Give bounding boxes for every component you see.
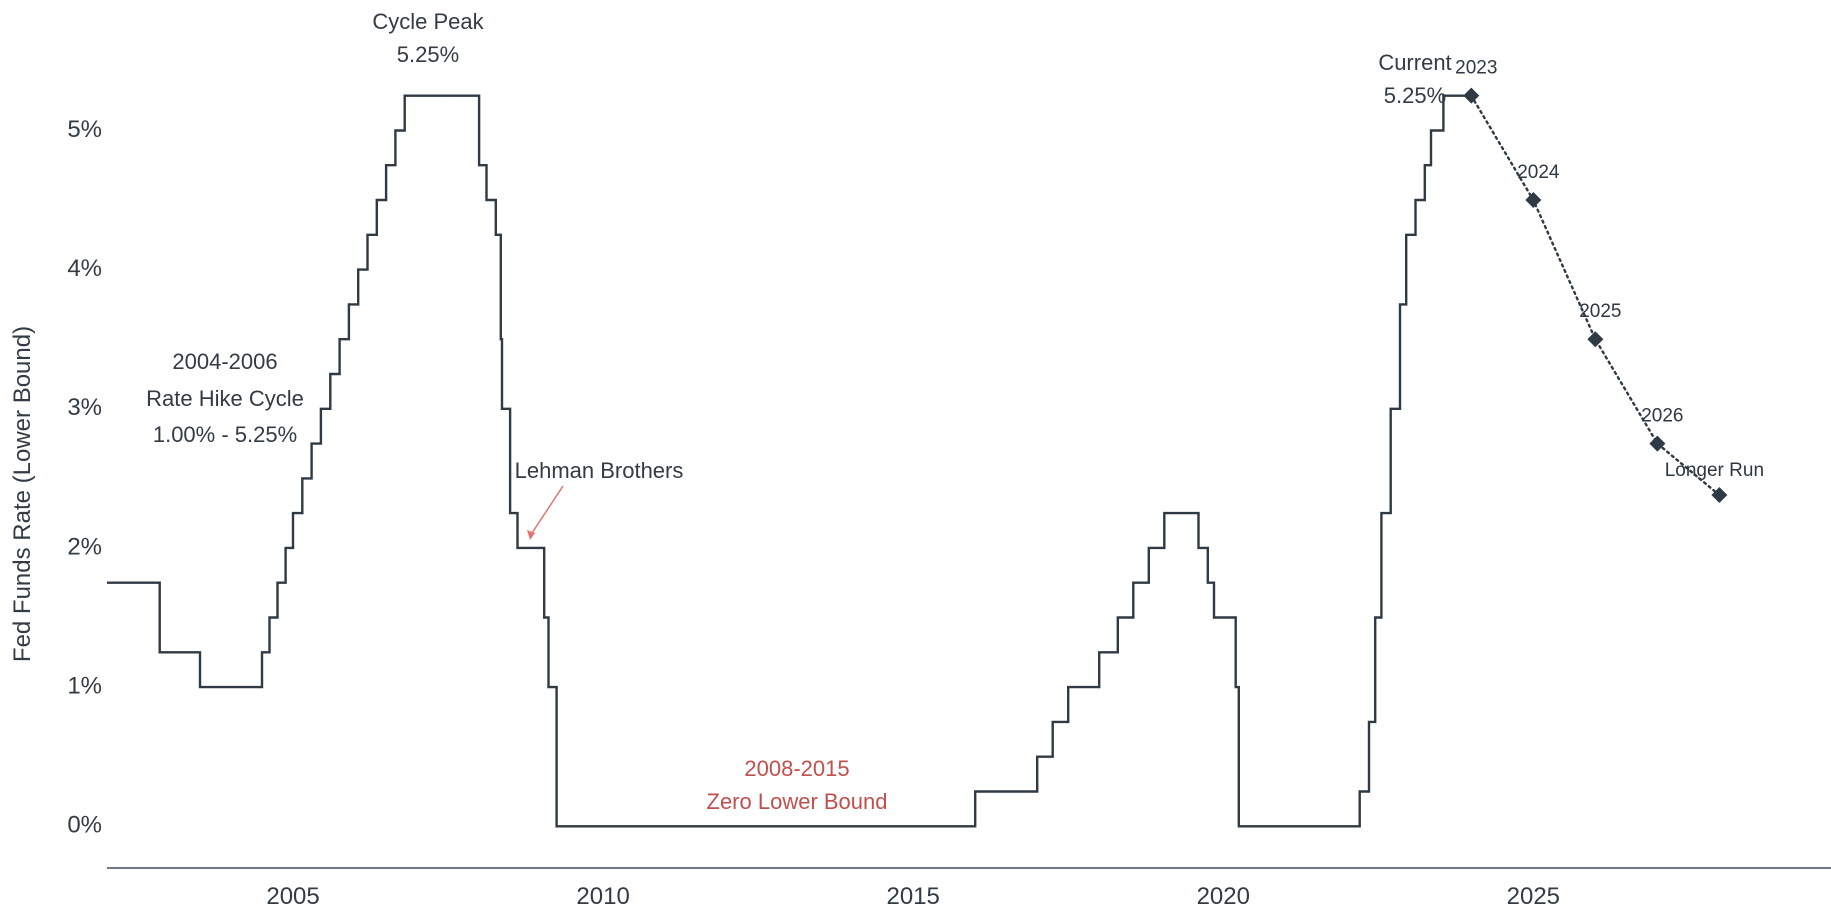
current-annotation-line1: Current [1378, 50, 1451, 75]
projection-label: 2023 [1455, 58, 1497, 79]
projection-marker [1525, 192, 1542, 209]
projection-marker [1463, 87, 1480, 104]
projection-label: 2025 [1579, 301, 1621, 322]
lehman-annotation: Lehman Brothers [515, 458, 684, 483]
annotation-layer: Cycle Peak 5.25% 2004-2006 Rate Hike Cyc… [146, 9, 1452, 814]
projection-label: 2026 [1641, 406, 1683, 427]
series-layer: 2023 2024 2025 2026 Longer Run [107, 58, 1764, 828]
y-tick-label: 0% [67, 812, 102, 839]
hike-cycle-annotation-line3: 1.00% - 5.25% [153, 422, 297, 447]
y-tick-label: 2% [67, 533, 102, 560]
hike-cycle-annotation-line1: 2004-2006 [172, 349, 277, 374]
zlb-annotation-line2: Zero Lower Bound [707, 789, 888, 814]
lehman-arrow-head [527, 530, 535, 540]
x-tick-label: 2005 [266, 883, 319, 910]
y-axis-label: Fed Funds Rate (Lower Bound) [9, 326, 36, 662]
hike-cycle-annotation-line2: Rate Hike Cycle [146, 386, 304, 411]
peak-annotation-title: Cycle Peak [372, 9, 484, 34]
projection-marker [1587, 331, 1604, 348]
projection-label: Longer Run [1665, 460, 1764, 481]
projection-series [1470, 94, 1721, 497]
y-tick-label: 4% [67, 255, 102, 282]
y-tick-label: 5% [67, 116, 102, 143]
y-tick-label: 3% [67, 394, 102, 421]
projection-marker [1649, 435, 1666, 452]
x-tick-label: 2020 [1197, 883, 1250, 910]
x-tick-label: 2010 [576, 883, 629, 910]
x-tick-label: 2025 [1507, 883, 1560, 910]
axes-layer: 0% 1% 2% 3% 4% 5% 2005 2010 2015 2020 2025 Fed Fund… [9, 116, 1831, 910]
fed-funds-rate-series [107, 94, 1466, 828]
peak-annotation-value: 5.25% [397, 42, 459, 67]
zlb-annotation-line1: 2008-2015 [744, 756, 849, 781]
lehman-arrow [529, 485, 564, 537]
x-tick-label: 2015 [886, 883, 939, 910]
projection-marker [1711, 487, 1728, 504]
projection-label: 2024 [1517, 162, 1560, 183]
current-annotation-line2: 5.25% [1384, 83, 1446, 108]
y-tick-label: 1% [67, 672, 102, 699]
